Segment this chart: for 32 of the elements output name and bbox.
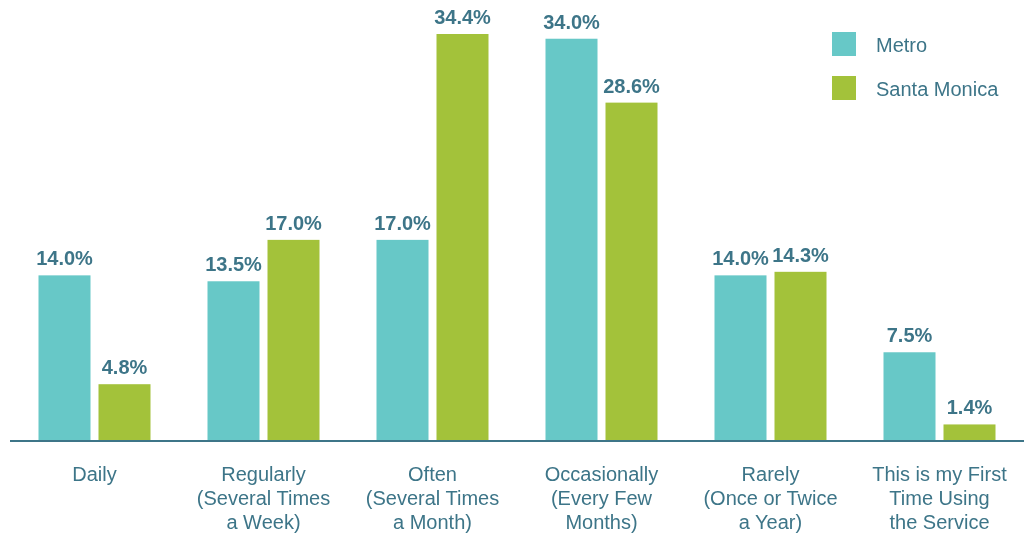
x-tick-label: Regularly (Several Times a Week) <box>196 463 331 533</box>
data-label: 1.4% <box>946 396 993 419</box>
data-label: 34.4% <box>434 6 492 28</box>
data-label: 14.0% <box>36 247 94 270</box>
bar <box>943 424 996 441</box>
x-tick-label: Rarely (Once or Twice a Year) <box>703 463 838 533</box>
bar <box>38 275 91 441</box>
x-tick-label: This is my First Time Using the Service <box>872 463 1008 533</box>
x-tick-label: Often (Several Times a Month) <box>365 463 500 533</box>
legend-label: Metro <box>876 34 928 56</box>
bar <box>267 239 320 441</box>
bar <box>98 384 151 441</box>
bar <box>436 34 489 441</box>
bar <box>883 352 936 441</box>
bar <box>545 38 598 441</box>
bar <box>605 102 658 441</box>
data-label: 28.6% <box>603 74 661 97</box>
data-label: 34.0% <box>543 10 601 33</box>
data-label: 13.5% <box>205 253 263 276</box>
bar <box>714 275 767 441</box>
x-tick-label: Occasionally (Every Few Months) <box>544 463 659 533</box>
x-tick-label: Daily <box>72 463 117 485</box>
data-label: 14.3% <box>772 243 830 266</box>
bar <box>207 281 260 441</box>
legend-label: Santa Monica <box>876 78 1000 100</box>
bar <box>774 271 827 441</box>
bar <box>376 239 429 441</box>
data-label: 17.0% <box>374 211 432 234</box>
data-label: 4.8% <box>101 356 148 379</box>
data-label: 7.5% <box>886 324 933 347</box>
data-label: 14.0% <box>712 247 770 270</box>
data-label: 17.0% <box>265 211 323 234</box>
